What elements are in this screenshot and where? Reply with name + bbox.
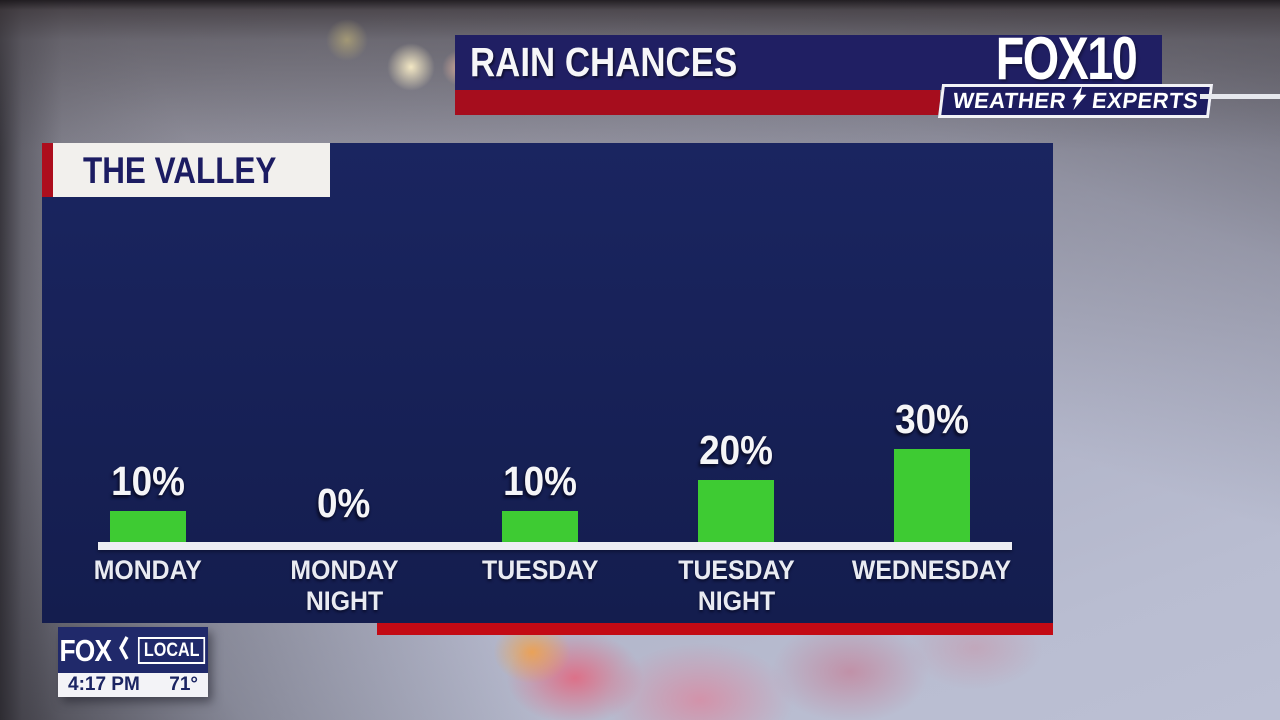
location-header: THE VALLEY — [42, 143, 330, 197]
category-label: MONDAY — [50, 555, 246, 617]
lightning-bolt-icon — [1070, 86, 1088, 116]
chart-categories-row: MONDAY MONDAY NIGHT TUESDAY TUESDAY NIGHT WE… — [50, 555, 1030, 617]
location-title: THE VALLEY — [83, 149, 277, 191]
rain-chance-bar — [110, 511, 186, 542]
page-title: RAIN CHANCES — [470, 39, 738, 85]
bar-value-label: 0% — [317, 480, 371, 526]
location-header-box: THE VALLEY — [53, 143, 330, 197]
fox-local-fox-label: FOX — [59, 632, 112, 668]
temperature-readout: 71° — [169, 674, 198, 695]
chart-column-monday: 10% — [50, 303, 246, 542]
fox-local-local-label: LOCAL — [137, 636, 206, 664]
bar-value-label: 20% — [699, 427, 773, 473]
weather-experts-left-label: WEATHER — [951, 88, 1068, 113]
category-label: WEDNESDAY — [834, 555, 1030, 617]
category-label: TUESDAY NIGHT — [638, 555, 834, 617]
category-label-text: MONDAY NIGHT — [289, 555, 399, 616]
chart-column-tuesday-night: 20% — [638, 303, 834, 542]
badge-extension-line — [1200, 94, 1280, 99]
weather-experts-badge: WEATHER EXPERTS — [937, 84, 1214, 118]
chevron-left-icon — [118, 635, 129, 666]
bar-value-label: 10% — [111, 458, 185, 504]
title-banner — [455, 35, 1162, 90]
bar-value-label: 10% — [503, 458, 577, 504]
forecast-panel: THE VALLEY 10% 0% 10% 20% 30% MONDAY MONDAY N… — [42, 143, 1053, 623]
fox-local-bug: FOX LOCAL 4:17 PM 71° — [58, 627, 208, 697]
panel-bottom-red-strip — [377, 623, 1053, 635]
category-label: MONDAY NIGHT — [246, 555, 442, 617]
time-temp-bar: 4:17 PM 71° — [58, 673, 208, 697]
chart-column-wednesday: 30% — [834, 303, 1030, 542]
bar-value-label: 30% — [895, 396, 969, 442]
category-label-text: WEDNESDAY — [852, 555, 1012, 585]
fox-local-logo: FOX LOCAL — [58, 627, 208, 673]
rain-chance-bar — [698, 480, 774, 542]
rain-chance-bar — [502, 511, 578, 542]
rain-chance-bar — [894, 449, 970, 542]
title-banner-red-underline — [455, 90, 940, 115]
category-label-text: MONDAY — [93, 555, 203, 585]
chart-column-tuesday: 10% — [442, 303, 638, 542]
weather-experts-right-label: EXPERTS — [1090, 88, 1200, 113]
fox10-logo: FOX10 — [995, 25, 1138, 92]
chart-baseline — [98, 542, 1012, 550]
category-label-text: TUESDAY NIGHT — [677, 555, 795, 616]
category-label-text: TUESDAY — [481, 555, 599, 585]
location-header-red-stripe — [42, 143, 53, 197]
chart-column-monday-night: 0% — [246, 303, 442, 542]
category-label: TUESDAY — [442, 555, 638, 617]
clock-time: 4:17 PM — [68, 674, 140, 695]
chart-bars-row: 10% 0% 10% 20% 30% — [50, 303, 1030, 542]
